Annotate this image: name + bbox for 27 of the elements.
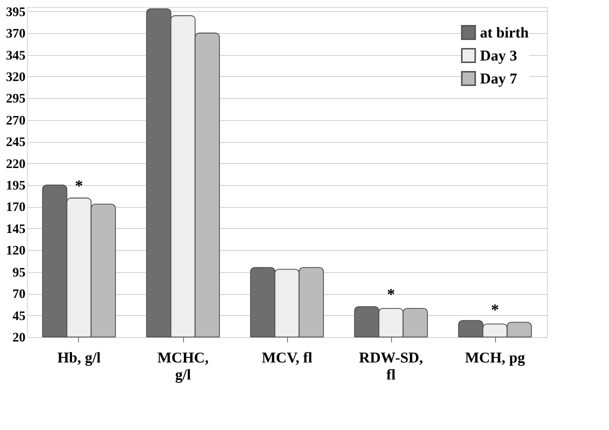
y-tick-label: 245 [6,134,26,150]
x-tick-label: MCV, fl [262,350,312,366]
annotation: * [75,178,83,196]
legend-label: at birth [480,26,530,42]
annotation: * [387,286,395,304]
y-tick-label: 220 [6,156,26,171]
y-tick-label: 70 [12,286,26,302]
x-tick-label: MCH, pg [465,350,526,366]
y-tick-label: 170 [6,199,26,214]
y-tick-label: 45 [12,308,26,323]
x-tick-label: Hb, g/l [57,350,101,366]
x-tick-label: RDW-SD, fl [358,350,424,384]
legend-label: Day 7 [480,72,518,88]
y-tick-label: 195 [6,178,26,193]
x-tick-label: MCHC, g/l [157,350,209,384]
annotation: * [491,302,499,320]
y-tick-label: 345 [6,47,26,62]
y-tick-label: 320 [6,68,26,84]
y-tick-label: 370 [6,26,26,41]
y-tick-label: 270 [6,112,26,128]
y-tick-label: 120 [6,242,26,258]
y-tick-label: 145 [6,220,26,236]
legend-label: Day 3 [480,48,518,64]
y-tick-label: 295 [6,90,26,106]
y-tick-label: 395 [6,4,26,19]
y-tick-label: 95 [12,264,26,280]
y-tick-label: 20 [12,330,26,344]
